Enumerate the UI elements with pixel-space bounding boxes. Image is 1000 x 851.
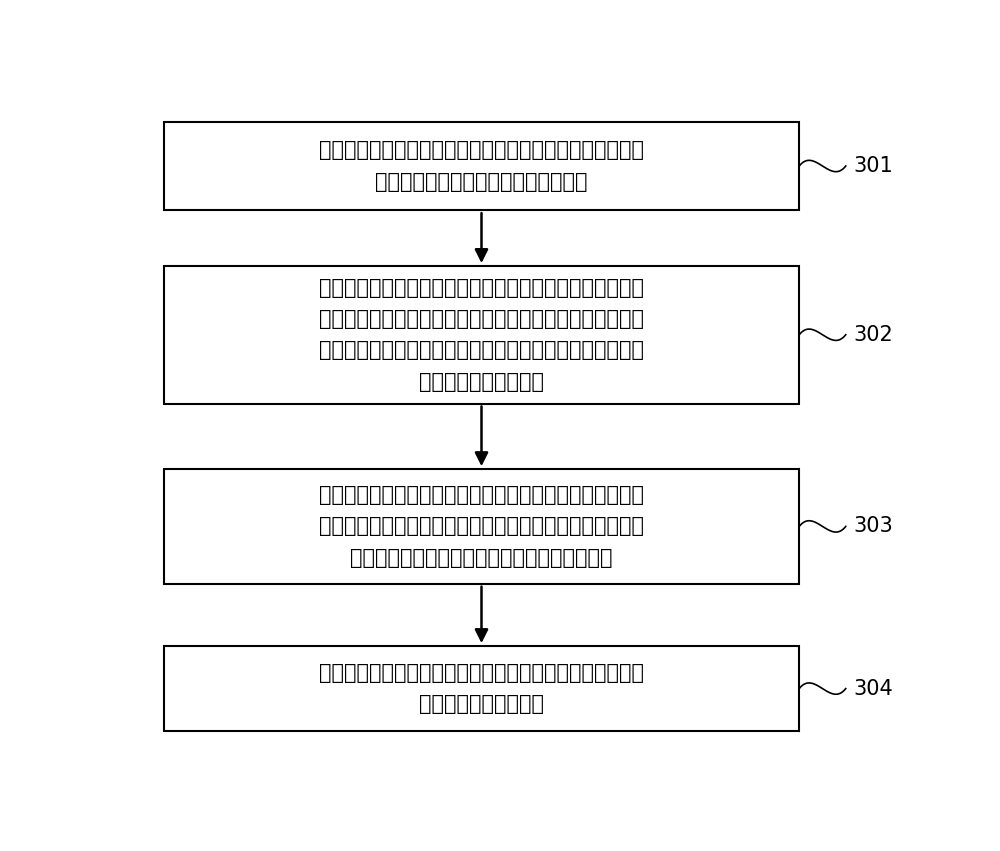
Text: 304: 304 xyxy=(854,678,893,699)
Text: 根据所述每个工装定位单元的位置调整量和所述控制文件，
向所述移动调整单元发送控制指令，所述控制指令包括所述
每个工装定位单元的位置调整量和位置调整顺序: 根据所述每个工装定位单元的位置调整量和所述控制文件， 向所述移动调整单元发送控制… xyxy=(319,485,644,568)
FancyBboxPatch shape xyxy=(164,122,799,210)
Text: 301: 301 xyxy=(854,156,893,176)
FancyBboxPatch shape xyxy=(164,469,799,584)
Text: 所述移动调整单元根据所述控制指示，调整所述每个工装定
位单元在坐标上的位置: 所述移动调整单元根据所述控制指示，调整所述每个工装定 位单元在坐标上的位置 xyxy=(319,663,644,714)
FancyBboxPatch shape xyxy=(164,646,799,731)
Text: 采用一移动调整单元获得多个工装定位单元在多点阵列式柔
性工装的坐标上相对于坐标原点的位置: 采用一移动调整单元获得多个工装定位单元在多点阵列式柔 性工装的坐标上相对于坐标原… xyxy=(319,140,644,191)
Text: 根据所述多个工装定位单元在多点阵列式柔性工装的坐标上
相对于坐标原点的位置，确定所述多个工装定位单元中每个
工装定位单元的位置调整量和描述所述每个工装定位单元位: 根据所述多个工装定位单元在多点阵列式柔性工装的坐标上 相对于坐标原点的位置，确定… xyxy=(319,278,644,391)
Text: 303: 303 xyxy=(854,517,893,536)
Text: 302: 302 xyxy=(854,325,893,345)
FancyBboxPatch shape xyxy=(164,266,799,403)
